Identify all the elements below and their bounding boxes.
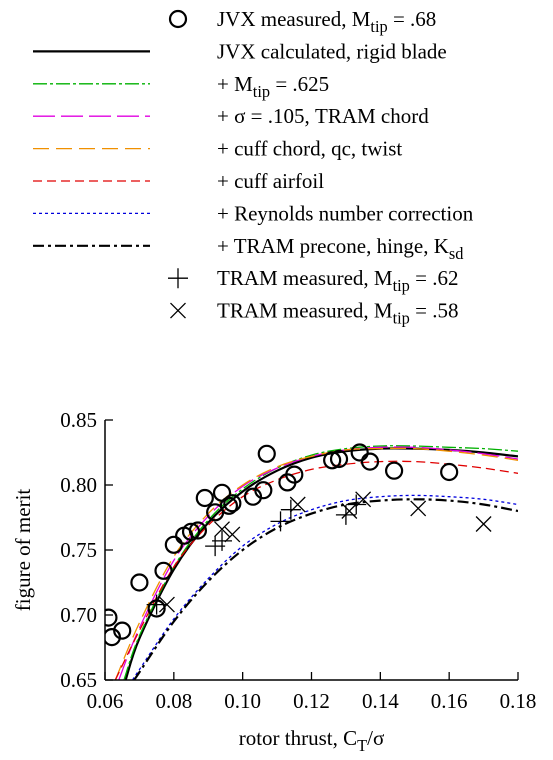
y-tick-label: 0.70 <box>60 603 97 627</box>
point-tram-measured-m-tip-62 <box>212 530 233 551</box>
y-tick-label: 0.85 <box>60 408 97 432</box>
x-tick-label: 0.10 <box>224 689 261 713</box>
point-tram-measured-m-tip-62 <box>146 594 167 615</box>
point-jvx-measured-m-tip-68 <box>243 487 263 506</box>
legend-jvx-calculated-rigid-blade-label: JVX calculated, rigid blade <box>217 39 447 63</box>
point-jvx-measured-m-tip-68 <box>130 573 149 592</box>
legend-jvx-measured-m-tip-68-marker <box>168 9 188 29</box>
legend-reynolds-number-correction: + Reynolds number correction <box>33 201 474 225</box>
legend-m-tip-625: + Mtip​ = .625 <box>33 72 329 101</box>
point-jvx-measured-m-tip-68 <box>105 628 121 647</box>
x-tick-label: 0.06 <box>87 689 124 713</box>
legend-tram-measured-m-tip-58-marker <box>170 302 186 319</box>
point-jvx-measured-m-tip-68 <box>254 481 273 500</box>
point-tram-measured-m-tip-58 <box>475 516 492 532</box>
point-jvx-measured-m-tip-68 <box>360 452 380 471</box>
legend-cuff-chord-qc-twist-label: + cuff chord, qc, twist <box>217 137 402 161</box>
legend-tram-measured-m-tip-58-label: TRAM measured, Mtip​ = .58 <box>217 299 458 328</box>
legend-tram-precone-hinge-k-sd-label: + TRAM precone, hinge, Ksd​ <box>217 234 463 263</box>
y-axis-label: figure of merit <box>11 489 35 612</box>
point-jvx-measured-m-tip-68 <box>329 449 349 469</box>
point-tram-measured-m-tip-58 <box>224 526 241 543</box>
y-tick-label: 0.80 <box>60 473 97 497</box>
point-tram-measured-m-tip-58 <box>355 491 372 508</box>
x-tick-label: 0.08 <box>155 689 192 713</box>
point-jvx-measured-m-tip-68 <box>350 443 369 462</box>
legend-105-tram-chord-label: + σ = .105, TRAM chord <box>217 104 429 128</box>
legend-tram-measured-m-tip-62-label: TRAM measured, Mtip​ = .62 <box>217 266 458 295</box>
point-jvx-measured-m-tip-68 <box>195 488 214 508</box>
series-line-cuff-chord-qc-twist <box>114 447 518 680</box>
legend-tram-measured-m-tip-62: TRAM measured, Mtip​ = .62 <box>168 266 458 295</box>
point-jvx-measured-m-tip-68 <box>223 494 242 513</box>
series-line-cuff-airfoil <box>114 460 518 680</box>
x-tick-label: 0.14 <box>362 689 399 713</box>
point-jvx-measured-m-tip-68 <box>285 465 304 484</box>
point-jvx-measured-m-tip-68 <box>164 535 183 554</box>
x-tick-label: 0.16 <box>431 689 468 713</box>
legend: JVX measured, Mtip​ = .68 JVX calculated,… <box>33 7 474 328</box>
y-tick-label: 0.75 <box>60 538 97 562</box>
point-tram-measured-m-tip-58 <box>214 521 230 538</box>
series-line-jvx-calculated-rigid-blade <box>124 447 518 680</box>
x-tick-label: 0.18 <box>500 689 537 713</box>
x-axis-label: rotor thrust, CT​/σ <box>239 726 385 755</box>
legend-tram-measured-m-tip-62-marker <box>168 268 188 289</box>
point-jvx-measured-m-tip-68 <box>105 608 118 627</box>
point-jvx-measured-m-tip-68 <box>154 561 173 580</box>
legend-tram-precone-hinge-k-sd: + TRAM precone, hinge, Ksd​ <box>33 234 463 263</box>
plot-area <box>105 443 518 680</box>
point-tram-measured-m-tip-58 <box>410 500 427 517</box>
legend-jvx-calculated-rigid-blade: JVX calculated, rigid blade <box>33 39 447 63</box>
point-tram-measured-m-tip-58 <box>289 496 306 513</box>
point-tram-measured-m-tip-58 <box>158 596 175 613</box>
legend-cuff-chord-qc-twist: + cuff chord, qc, twist <box>33 137 402 161</box>
legend-tram-measured-m-tip-58: TRAM measured, Mtip​ = .58 <box>170 299 458 328</box>
legend-cuff-airfoil: + cuff airfoil <box>33 169 324 193</box>
point-tram-measured-m-tip-58 <box>341 503 358 519</box>
x-tick-label: 0.12 <box>293 689 330 713</box>
series-line-reynolds-number-correction <box>131 494 518 680</box>
point-tram-measured-m-tip-62 <box>270 511 291 532</box>
y-tick-label: 0.65 <box>60 668 97 692</box>
point-tram-measured-m-tip-62 <box>280 499 301 520</box>
point-jvx-measured-m-tip-68 <box>188 521 208 540</box>
legend-m-tip-625-label: + Mtip​ = .625 <box>217 72 329 101</box>
series-line-tram-precone-hinge-k-sd <box>133 498 518 680</box>
legend-jvx-measured-m-tip-68-label: JVX measured, Mtip​ = .68 <box>217 7 436 36</box>
point-jvx-measured-m-tip-68 <box>257 444 276 463</box>
point-jvx-measured-m-tip-68 <box>113 621 132 640</box>
point-jvx-measured-m-tip-68 <box>440 462 459 482</box>
legend-cuff-airfoil-label: + cuff airfoil <box>217 169 324 193</box>
point-jvx-measured-m-tip-68 <box>181 522 201 541</box>
legend-reynolds-number-correction-label: + Reynolds number correction <box>217 201 474 225</box>
axes: 0.06 0.08 0.10 0.12 0.14 0.16 0.18 0.65 0.70 0.75… <box>11 408 536 755</box>
point-jvx-measured-m-tip-68 <box>323 451 342 470</box>
series-line-m-tip-625 <box>123 445 518 680</box>
point-jvx-measured-m-tip-68 <box>385 461 404 480</box>
legend-105-tram-chord: + σ = .105, TRAM chord <box>33 104 429 128</box>
legend-jvx-measured-m-tip-68: JVX measured, Mtip​ = .68 <box>168 7 436 36</box>
point-jvx-measured-m-tip-68 <box>219 496 238 515</box>
